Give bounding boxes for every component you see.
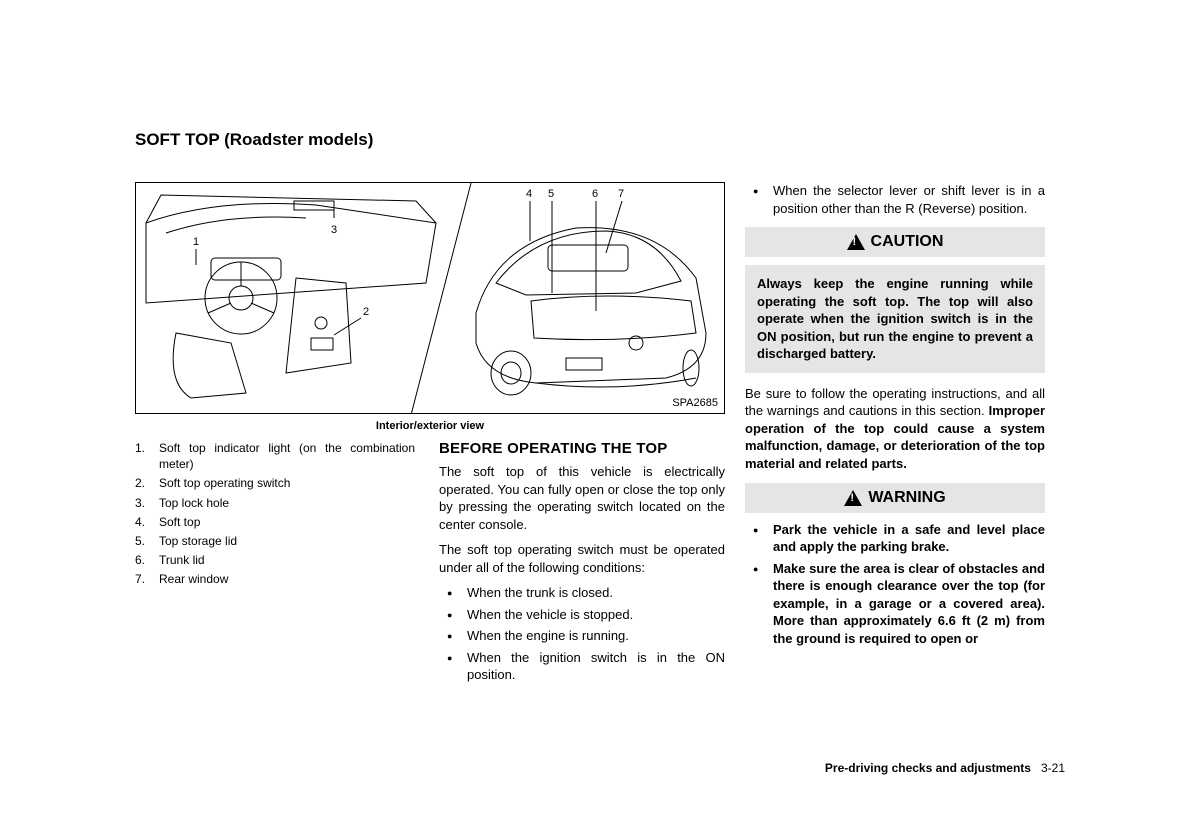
- figure-code: SPA2685: [672, 397, 718, 409]
- paragraph: The soft top of this vehicle is electric…: [439, 463, 725, 533]
- list-item: When the ignition switch is in the ON po…: [453, 649, 725, 684]
- list-item: When the vehicle is stopped.: [453, 606, 725, 624]
- legend-column: 1.Soft top indicator light (on the combi…: [135, 440, 415, 688]
- legend-item: 4.Soft top: [135, 514, 415, 530]
- legend-item: 2.Soft top operating switch: [135, 475, 415, 491]
- condition-list: When the trunk is closed. When the vehic…: [453, 584, 725, 684]
- caution-header: CAUTION: [745, 227, 1045, 257]
- figure-illustration: 1 2 3: [136, 183, 725, 414]
- legend-item: 6.Trunk lid: [135, 552, 415, 568]
- footer-page-number: 3-21: [1041, 761, 1065, 775]
- list-item: Park the vehicle in a safe and level pla…: [759, 521, 1045, 556]
- svg-text:1: 1: [193, 236, 199, 248]
- middle-column: BEFORE OPERATING THE TOP The soft top of…: [439, 440, 725, 688]
- svg-text:4: 4: [526, 188, 532, 200]
- warning-icon: [844, 490, 862, 506]
- right-column: When the selector lever or shift lever i…: [745, 182, 1045, 688]
- list-item: When the engine is running.: [453, 627, 725, 645]
- caution-label: CAUTION: [871, 233, 944, 251]
- paragraph: Be sure to follow the operating instruct…: [745, 385, 1045, 473]
- footer-section-label: Pre-driving checks and adjustments: [825, 761, 1031, 775]
- list-item: When the selector lever or shift lever i…: [759, 182, 1045, 217]
- svg-text:6: 6: [592, 188, 598, 200]
- list-item: Make sure the area is clear of obstacles…: [759, 560, 1045, 648]
- continuation-list: When the selector lever or shift lever i…: [759, 182, 1045, 217]
- warning-label: WARNING: [868, 489, 945, 507]
- page-title: SOFT TOP (Roadster models): [135, 130, 1065, 150]
- legend-list: 1.Soft top indicator light (on the combi…: [135, 440, 415, 588]
- legend-item: 1.Soft top indicator light (on the combi…: [135, 440, 415, 472]
- legend-item: 5.Top storage lid: [135, 533, 415, 549]
- left-block: 1 2 3: [135, 182, 725, 688]
- warning-list: Park the vehicle in a safe and level pla…: [759, 521, 1045, 648]
- figure-caption: Interior/exterior view: [135, 420, 725, 432]
- svg-text:7: 7: [618, 188, 624, 200]
- list-item: When the trunk is closed.: [453, 584, 725, 602]
- warning-header: WARNING: [745, 483, 1045, 513]
- content-area: 1 2 3: [135, 182, 1065, 688]
- svg-text:5: 5: [548, 188, 554, 200]
- figure-box: 1 2 3: [135, 182, 725, 414]
- legend-item: 7.Rear window: [135, 571, 415, 587]
- svg-text:3: 3: [331, 224, 337, 236]
- warning-icon: [847, 234, 865, 250]
- page-footer: Pre-driving checks and adjustments 3-21: [825, 761, 1065, 775]
- svg-text:2: 2: [363, 306, 369, 318]
- caution-body: Always keep the engine running while ope…: [745, 265, 1045, 373]
- section-heading: BEFORE OPERATING THE TOP: [439, 440, 725, 457]
- paragraph: The soft top operating switch must be op…: [439, 541, 725, 576]
- legend-item: 3.Top lock hole: [135, 495, 415, 511]
